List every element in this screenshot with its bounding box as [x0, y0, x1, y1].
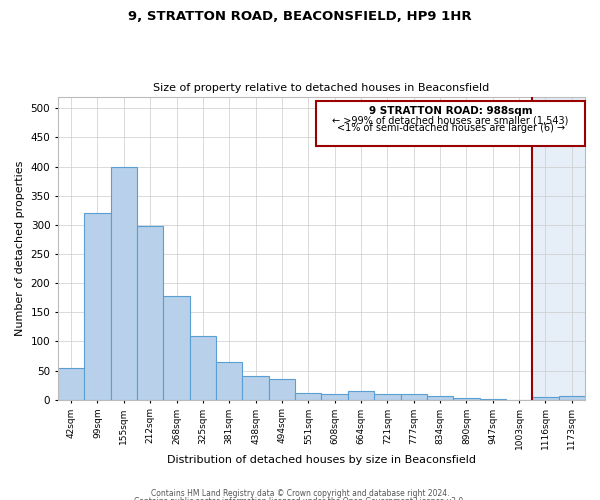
- Bar: [84, 213, 110, 400]
- Y-axis label: Number of detached properties: Number of detached properties: [15, 160, 25, 336]
- Bar: [58, 368, 84, 400]
- Text: <1% of semi-detached houses are larger (6) →: <1% of semi-detached houses are larger (…: [337, 124, 565, 134]
- Bar: [427, 396, 453, 400]
- Text: Contains public sector information licensed under the Open Government Licence v3: Contains public sector information licen…: [134, 497, 466, 500]
- Bar: [216, 362, 242, 400]
- Bar: [190, 336, 216, 400]
- Bar: [479, 399, 506, 400]
- Bar: [163, 296, 190, 400]
- Text: 9, STRATTON ROAD, BEACONSFIELD, HP9 1HR: 9, STRATTON ROAD, BEACONSFIELD, HP9 1HR: [128, 10, 472, 23]
- Bar: [269, 378, 295, 400]
- Bar: [374, 394, 401, 400]
- Bar: [295, 392, 322, 400]
- Bar: [137, 226, 163, 400]
- Bar: [348, 391, 374, 400]
- Bar: [532, 96, 585, 400]
- Text: 9 STRATTON ROAD: 988sqm: 9 STRATTON ROAD: 988sqm: [369, 106, 532, 116]
- Bar: [559, 396, 585, 400]
- Bar: [401, 394, 427, 400]
- Title: Size of property relative to detached houses in Beaconsfield: Size of property relative to detached ho…: [154, 83, 490, 93]
- X-axis label: Distribution of detached houses by size in Beaconsfield: Distribution of detached houses by size …: [167, 455, 476, 465]
- Text: Contains HM Land Registry data © Crown copyright and database right 2024.: Contains HM Land Registry data © Crown c…: [151, 488, 449, 498]
- FancyBboxPatch shape: [316, 101, 585, 146]
- Bar: [453, 398, 479, 400]
- Bar: [532, 397, 559, 400]
- Text: ← >99% of detached houses are smaller (1,543): ← >99% of detached houses are smaller (1…: [332, 115, 569, 125]
- Bar: [322, 394, 348, 400]
- Bar: [110, 166, 137, 400]
- Bar: [242, 376, 269, 400]
